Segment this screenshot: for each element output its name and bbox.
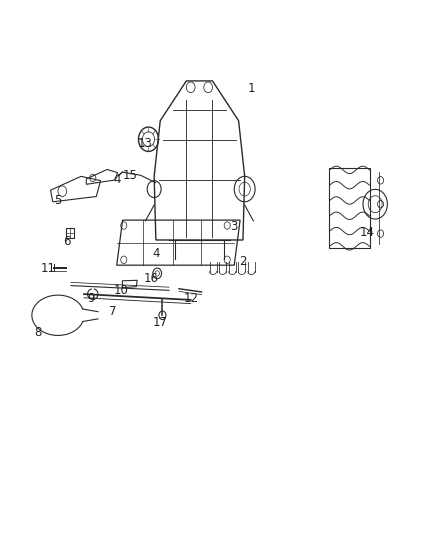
Text: 14: 14 <box>360 225 374 239</box>
Text: 1: 1 <box>248 83 255 95</box>
Text: 6: 6 <box>63 235 71 247</box>
Text: 2: 2 <box>239 255 247 268</box>
Text: 4: 4 <box>152 247 159 260</box>
Text: 12: 12 <box>183 292 198 305</box>
Text: 13: 13 <box>138 137 152 150</box>
Text: 10: 10 <box>113 284 128 297</box>
Text: 17: 17 <box>153 316 168 329</box>
Text: 15: 15 <box>122 169 137 182</box>
Text: 3: 3 <box>230 220 238 233</box>
Text: 4: 4 <box>113 173 120 185</box>
Text: 5: 5 <box>54 193 62 207</box>
Text: 16: 16 <box>144 272 159 285</box>
Text: 11: 11 <box>41 262 56 274</box>
Text: 9: 9 <box>87 292 94 305</box>
Text: 7: 7 <box>109 305 116 318</box>
Text: 8: 8 <box>35 326 42 340</box>
